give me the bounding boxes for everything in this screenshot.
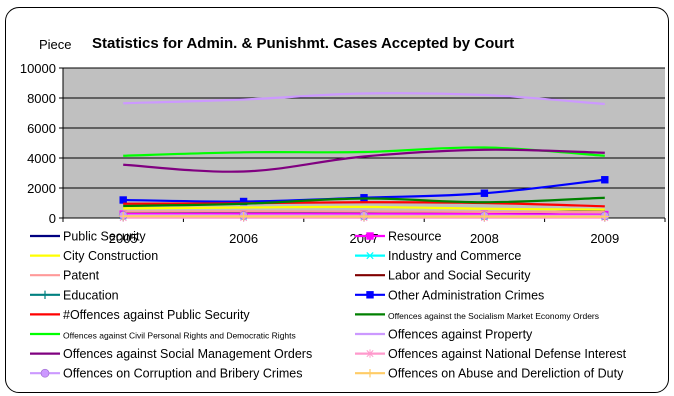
legend-marker [366, 349, 374, 358]
series-line-offences-against-public-security [123, 201, 605, 208]
y-tick-label: 10000 [20, 61, 56, 76]
legend-item-industry-and-commerce: Industry and Commerce [355, 249, 521, 263]
legend-label: Industry and Commerce [388, 249, 521, 263]
data-point [601, 176, 609, 184]
x-tick-label: 2008 [470, 231, 499, 246]
legend-label: Education [63, 288, 119, 302]
legend-item-offences-against-property: Offences against Property [355, 328, 533, 342]
series-offences-against-social-management-orders [123, 148, 605, 173]
series-line-offences-against-the-socialism-market-economy-orders [123, 196, 605, 208]
legend-marker [366, 232, 374, 240]
x-tick-label: 2007 [350, 231, 379, 246]
legend-item-offences-against-the-socialism-market-economy-orders: Offences against the Socialism Market Ec… [355, 311, 599, 321]
legend-item-city-construction: City Construction [30, 249, 158, 263]
series-offences-on-abuse-and-dereliction-of-duty [119, 212, 609, 221]
y-tick-label: 0 [49, 211, 56, 226]
legend-item-resource: Resource [355, 230, 442, 244]
legend-marker [40, 368, 50, 378]
data-point [119, 212, 128, 221]
legend-label: Offences against Property [388, 328, 533, 342]
legend-marker [366, 251, 374, 260]
legend-label: Offences against Social Management Order… [63, 347, 312, 361]
legend-item-labor-and-social-security: Labor and Social Security [355, 269, 531, 283]
legend-label: City Construction [63, 249, 158, 263]
gridlines [63, 67, 665, 219]
legend-marker [365, 369, 375, 378]
series-line-city-construction [123, 205, 605, 211]
legend-item-offences-against-public-security: #Offences against Public Security [30, 308, 250, 322]
legend-label: Offences against National Defense Intere… [388, 347, 627, 361]
legend-label: Other Administration Crimes [388, 288, 544, 302]
legend-item-public-security: Public Security [30, 230, 146, 244]
chart-title: Statistics for Admin. & Punishmt. Cases … [92, 35, 514, 52]
data-point [359, 212, 369, 221]
legend-label: Labor and Social Security [388, 269, 531, 283]
legend-marker [40, 290, 50, 299]
data-point [480, 189, 489, 197]
legend-label: Offences on Abuse and Dereliction of Dut… [388, 367, 624, 381]
data-point [119, 196, 127, 204]
legend-label: Offences against Civil Personal Rights a… [63, 331, 296, 341]
legend-item-offences-against-national-defense-interest: Offences against National Defense Intere… [355, 347, 627, 361]
legend-item-education: Education [30, 288, 119, 302]
series-line-offences-against-social-management-orders [123, 148, 605, 173]
y-tick-label: 8000 [27, 91, 56, 106]
series-offences-against-property [123, 92, 605, 106]
legend-label: Patent [63, 269, 100, 283]
legend-label: #Offences against Public Security [63, 308, 250, 322]
legend-label: Public Security [63, 230, 146, 244]
series-offences-against-the-socialism-market-economy-orders [123, 196, 605, 208]
legend-label: Offences on Corruption and Bribery Crime… [63, 367, 302, 381]
legend-item-offences-against-social-management-orders: Offences against Social Management Order… [30, 347, 312, 361]
data-point [600, 212, 609, 221]
legend-item-patent: Patent [30, 269, 100, 283]
data-point [239, 212, 248, 221]
y-axis-label: Piece [39, 37, 72, 52]
x-tick-label: 2005 [109, 231, 138, 246]
x-tick-label: 2009 [590, 231, 619, 246]
legend-item-offences-on-corruption-and-bribery-crimes: Offences on Corruption and Bribery Crime… [30, 367, 302, 381]
series-line-offences-against-property [123, 92, 605, 106]
legend-item-offences-on-abuse-and-dereliction-of-duty: Offences on Abuse and Dereliction of Dut… [355, 367, 624, 381]
legend: Public Security Resource City Construction… [30, 230, 627, 381]
data-point [480, 212, 489, 221]
series-layer [118, 92, 610, 222]
y-tick-label: 4000 [27, 151, 56, 166]
y-tick-label: 2000 [27, 181, 56, 196]
legend-item-offences-against-civil-personal-rights-and-democratic-rights: Offences against Civil Personal Rights a… [30, 331, 296, 341]
series-city-construction [123, 205, 605, 211]
series-offences-against-public-security [123, 201, 605, 208]
legend-item-other-administration-crimes: Other Administration Crimes [355, 288, 544, 302]
x-tick-label: 2006 [229, 231, 258, 246]
y-tick-label: 6000 [27, 121, 56, 136]
legend-marker [366, 291, 374, 299]
legend-label: Offences against the Socialism Market Ec… [388, 311, 599, 321]
legend-label: Resource [388, 230, 442, 244]
